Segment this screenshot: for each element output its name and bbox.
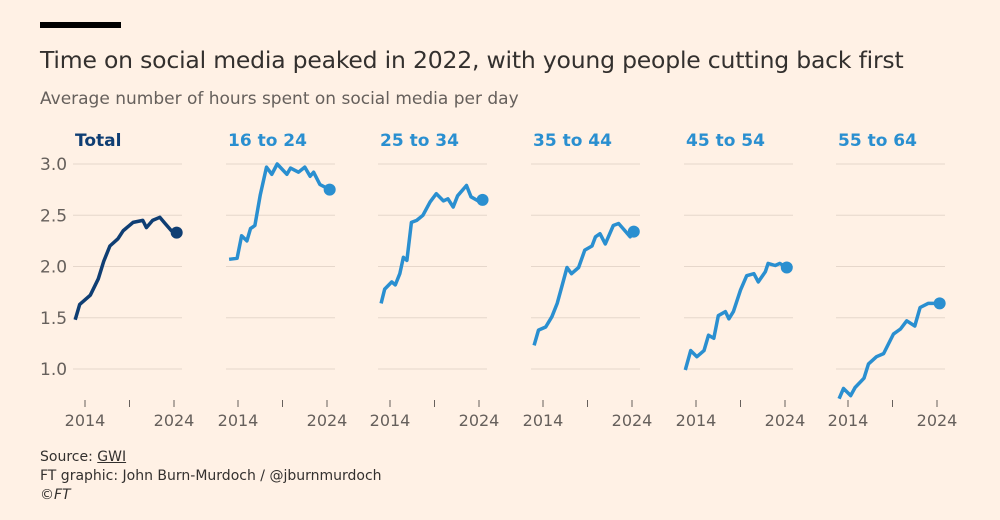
y-tick-label: 2.0 [40,258,67,278]
x-tick-label: 2024 [612,411,653,430]
end-point-marker [627,225,640,238]
footer: Source: GWI FT graphic: John Burn-Murdoc… [40,448,382,505]
panel-title: 25 to 34 [380,131,459,151]
y-tick-label: 1.0 [40,360,67,380]
x-tick-label: 2014 [523,411,564,430]
series-line [683,261,788,371]
series-line [837,301,940,400]
x-tick-label: 2024 [765,411,806,430]
x-tick-label: 2024 [307,411,348,430]
panel-title: 35 to 44 [533,131,612,151]
x-tick-label: 2024 [154,411,195,430]
panel-title: 55 to 64 [838,131,917,151]
brand-bar [40,22,121,28]
x-tick-label: 2024 [459,411,500,430]
panel-title: Total [75,131,121,151]
end-point-marker [323,183,336,196]
end-point-marker [170,226,183,239]
x-tick-label: 2014 [218,411,259,430]
source-link[interactable]: GWI [97,449,127,465]
y-tick-label: 2.5 [40,206,67,226]
series-line [532,221,636,346]
x-tick-label: 2014 [828,411,869,430]
end-point-marker [476,193,489,206]
panel-title: 16 to 24 [228,131,307,151]
chart-title: Time on social media peaked in 2022, wit… [40,46,904,74]
series-line [228,162,331,262]
end-point-marker [933,297,946,310]
x-tick-label: 2024 [917,411,958,430]
x-tick-label: 2014 [370,411,411,430]
source-line: Source: GWI [40,448,382,467]
end-point-marker [780,261,793,274]
y-tick-label: 3.0 [40,155,67,175]
y-tick-label: 1.5 [40,309,67,329]
x-tick-label: 2014 [676,411,717,430]
credit-line: FT graphic: John Burn-Murdoch / @jburnmu… [40,468,382,484]
series-line [379,183,483,304]
source-label: Source: [40,449,98,465]
small-multiples-chart: 1.0 1.5 2.0 2.5 3.0 Total 2014 2024 16 to 24 2014… [40,131,958,430]
panel-title: 45 to 54 [686,131,765,151]
series-line [73,215,178,321]
x-tick-label: 2014 [65,411,106,430]
copyright: ©FT [40,487,71,503]
chart-subtitle: Average number of hours spent on social … [40,89,519,109]
